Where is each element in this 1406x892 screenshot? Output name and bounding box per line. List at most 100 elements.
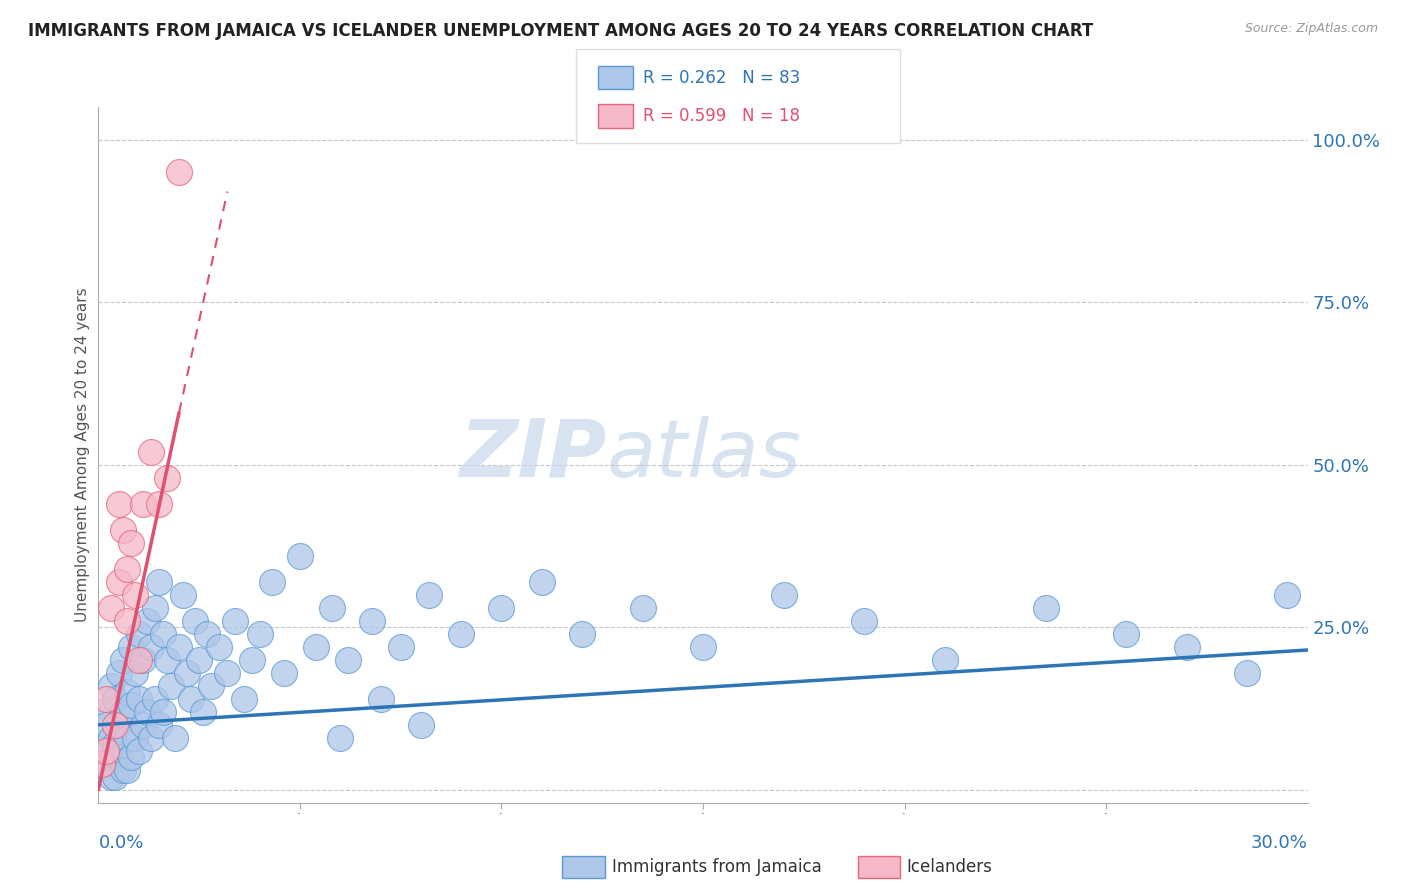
Point	[491, 600, 513, 615]
Text: Source: ZipAtlas.com: Source: ZipAtlas.com	[1244, 22, 1378, 36]
Point	[132, 497, 155, 511]
Point	[273, 665, 295, 680]
Point	[111, 653, 134, 667]
Point	[167, 640, 190, 654]
Point	[107, 750, 129, 764]
Text: IMMIGRANTS FROM JAMAICA VS ICELANDER UNEMPLOYMENT AMONG AGES 20 TO 24 YEARS CORR: IMMIGRANTS FROM JAMAICA VS ICELANDER UNE…	[28, 22, 1094, 40]
Point	[1277, 588, 1299, 602]
Point	[288, 549, 311, 563]
Point	[361, 614, 384, 628]
Text: R = 0.262   N = 83: R = 0.262 N = 83	[643, 69, 800, 87]
Point	[103, 691, 125, 706]
Y-axis label: Unemployment Among Ages 20 to 24 years: Unemployment Among Ages 20 to 24 years	[75, 287, 90, 623]
Point	[139, 640, 162, 654]
Text: R = 0.599   N = 18: R = 0.599 N = 18	[643, 107, 800, 125]
Text: Immigrants from Jamaica: Immigrants from Jamaica	[612, 858, 821, 876]
Text: ZIP: ZIP	[458, 416, 606, 494]
Point	[120, 750, 142, 764]
Point	[1236, 665, 1258, 680]
Point	[120, 698, 142, 713]
Point	[224, 614, 246, 628]
Point	[96, 756, 118, 771]
Point	[96, 691, 118, 706]
Point	[329, 731, 352, 745]
Point	[148, 497, 170, 511]
Point	[115, 764, 138, 778]
Point	[156, 653, 179, 667]
Point	[139, 444, 162, 458]
Point	[103, 737, 125, 751]
Point	[260, 574, 283, 589]
Point	[111, 764, 134, 778]
Point	[107, 665, 129, 680]
Point	[217, 665, 239, 680]
Point	[91, 744, 114, 758]
Point	[91, 756, 114, 771]
Point	[107, 574, 129, 589]
Point	[128, 691, 150, 706]
Point	[107, 497, 129, 511]
Point	[96, 718, 118, 732]
Point	[124, 731, 146, 745]
Point	[107, 718, 129, 732]
Point	[111, 705, 134, 719]
Point	[409, 718, 432, 732]
Point	[1035, 600, 1057, 615]
Point	[148, 574, 170, 589]
Point	[370, 691, 392, 706]
Point	[193, 705, 215, 719]
Point	[103, 718, 125, 732]
Point	[156, 471, 179, 485]
Point	[132, 653, 155, 667]
Point	[124, 665, 146, 680]
Point	[200, 679, 222, 693]
Point	[91, 705, 114, 719]
Point	[188, 653, 211, 667]
Point	[120, 640, 142, 654]
Point	[115, 731, 138, 745]
Point	[111, 523, 134, 537]
Point	[143, 600, 166, 615]
Point	[389, 640, 412, 654]
Point	[96, 744, 118, 758]
Point	[160, 679, 183, 693]
Point	[163, 731, 186, 745]
Point	[167, 165, 190, 179]
Point	[305, 640, 328, 654]
Point	[934, 653, 956, 667]
Point	[772, 588, 794, 602]
Point	[180, 691, 202, 706]
Point	[100, 679, 122, 693]
Point	[631, 600, 654, 615]
Point	[321, 600, 343, 615]
Point	[115, 562, 138, 576]
Point	[418, 588, 440, 602]
Point	[1115, 626, 1137, 640]
Point	[128, 744, 150, 758]
Point	[571, 626, 593, 640]
Text: atlas: atlas	[606, 416, 801, 494]
Point	[115, 685, 138, 699]
Point	[184, 614, 207, 628]
Point	[120, 535, 142, 549]
Point	[172, 588, 194, 602]
Point	[148, 718, 170, 732]
Point	[143, 691, 166, 706]
Point	[135, 614, 157, 628]
Point	[337, 653, 360, 667]
Point	[853, 614, 876, 628]
Point	[100, 731, 122, 745]
Point	[450, 626, 472, 640]
Point	[152, 626, 174, 640]
Point	[208, 640, 231, 654]
Text: 0.0%: 0.0%	[98, 834, 143, 852]
Point	[1175, 640, 1198, 654]
Point	[530, 574, 553, 589]
Point	[232, 691, 254, 706]
Point	[103, 770, 125, 784]
Point	[132, 718, 155, 732]
Text: Icelanders: Icelanders	[907, 858, 993, 876]
Point	[249, 626, 271, 640]
Point	[100, 600, 122, 615]
Point	[100, 770, 122, 784]
